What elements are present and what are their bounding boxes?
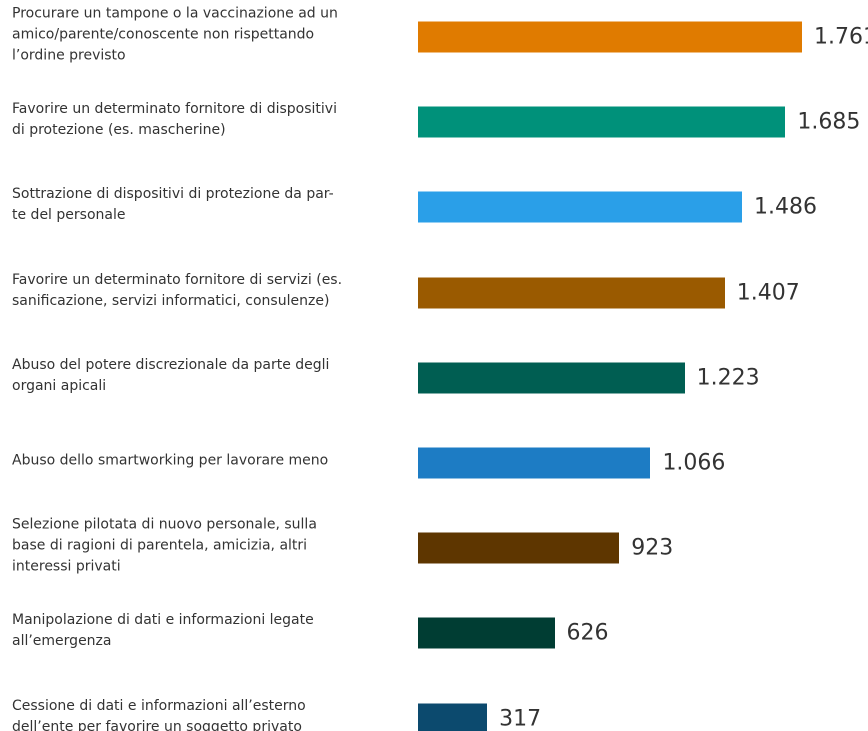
category-label: Abuso dello smartworking per lavorare me…	[12, 452, 329, 469]
bar	[418, 703, 488, 731]
bar	[418, 362, 685, 394]
category-label: Abuso del potere discrezionale da parte …	[12, 356, 330, 394]
category-label: Selezione pilotata di nuovo personale, s…	[12, 516, 317, 575]
value-label: 923	[631, 535, 674, 561]
value-label: 1.685	[797, 109, 861, 135]
value-label: 1.223	[696, 365, 760, 391]
bar	[418, 532, 620, 564]
category-label: Favorire un determinato fornitore di dis…	[12, 101, 337, 139]
category-label: Manipolazione di dati e informazioni leg…	[12, 612, 314, 650]
bar	[418, 106, 786, 138]
category-label: Procurare un tampone o la vaccinazione a…	[12, 5, 338, 64]
category-label: Cessione di dati e informazioni all’este…	[12, 697, 306, 731]
value-label: 1.486	[754, 194, 818, 220]
bar	[418, 21, 802, 53]
bar	[418, 191, 743, 223]
bar	[418, 447, 651, 479]
category-label: Sottrazione di dispositivi di protezione…	[12, 186, 334, 224]
value-label: 1.761	[814, 24, 868, 50]
value-label: 626	[566, 620, 609, 646]
category-label: Favorire un determinato fornitore di ser…	[12, 271, 343, 309]
value-label: 1.407	[736, 280, 800, 306]
value-label: 1.066	[662, 450, 726, 476]
bar	[418, 277, 725, 309]
value-label: 317	[499, 706, 542, 731]
bar	[418, 617, 555, 649]
